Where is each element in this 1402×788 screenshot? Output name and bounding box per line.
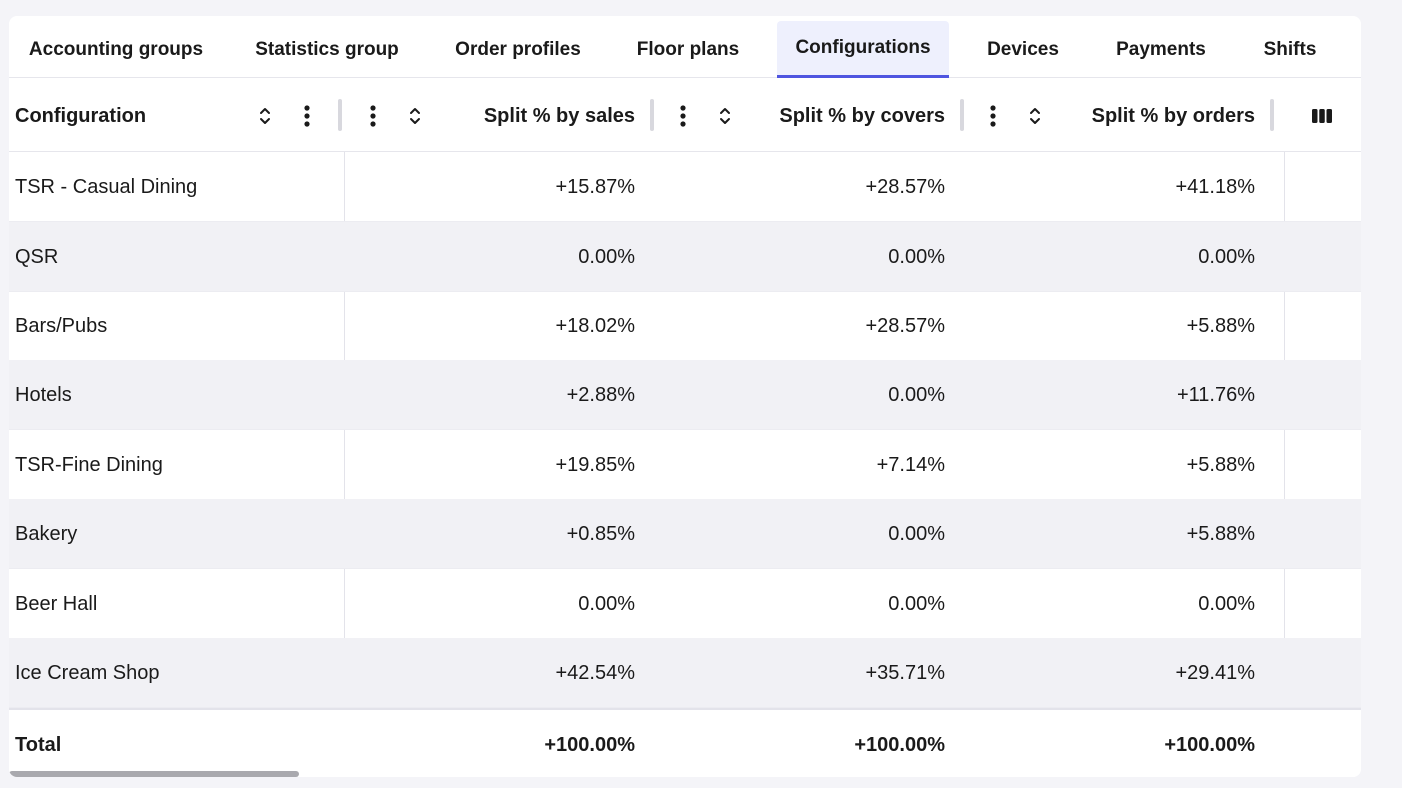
column-header-configuration[interactable]: Configuration [15, 80, 245, 152]
cell-configuration: TSR - Casual Dining [15, 175, 198, 198]
tab-floor-plans[interactable]: Floor plans [621, 21, 755, 78]
total-split-sales: +100.00% [544, 733, 635, 756]
column-header-split-orders[interactable]: Split % by orders [1059, 80, 1255, 152]
sort-arrows-icon[interactable] [401, 102, 429, 130]
total-split-covers: +100.00% [854, 733, 945, 756]
cell-split-covers: 0.00% [888, 522, 945, 545]
cell-split-sales: +2.88% [566, 383, 635, 406]
cell-split-covers: +28.57% [865, 175, 945, 198]
cell-configuration: Beer Hall [15, 592, 98, 615]
cell-configuration: QSR [15, 245, 59, 268]
cell-split-orders: +41.18% [1175, 175, 1255, 198]
tab-accounting-groups[interactable]: Accounting groups [17, 21, 215, 78]
column-header-label: Split % by sales [483, 104, 635, 127]
sort-arrows-icon[interactable] [251, 102, 279, 130]
vertical-dots-icon[interactable] [979, 102, 1007, 130]
table-row[interactable]: Bars/Pubs +18.02% +28.57% +5.88% [9, 291, 1361, 361]
tab-shifts[interactable]: Shifts [1247, 21, 1333, 78]
vertical-dots-icon[interactable] [293, 102, 321, 130]
cell-split-orders: +11.76% [1176, 383, 1255, 406]
tab-bar: Accounting groups Statistics group Order… [9, 16, 1361, 78]
table-total-row: Total +100.00% +100.00% +100.00% [9, 708, 1361, 777]
cell-split-sales: 0.00% [578, 245, 635, 268]
tab-configurations[interactable]: Configurations [777, 21, 949, 78]
sort-arrows-icon[interactable] [1021, 102, 1049, 130]
column-header-label: Split % by orders [1091, 104, 1255, 127]
tab-label: Devices [987, 38, 1059, 60]
cell-split-covers: +7.14% [876, 453, 945, 476]
cell-configuration: TSR-Fine Dining [15, 453, 163, 476]
cell-split-covers: +28.57% [865, 314, 945, 337]
table-row[interactable]: TSR - Casual Dining +15.87% +28.57% +41.… [9, 152, 1361, 222]
cell-configuration: Ice Cream Shop [15, 661, 160, 684]
table-row[interactable]: Ice Cream Shop +42.54% +35.71% +29.41% [9, 638, 1361, 708]
cell-split-sales: +42.54% [555, 661, 635, 684]
vertical-dots-icon[interactable] [669, 102, 697, 130]
tab-label: Payments [1116, 38, 1206, 60]
cell-split-orders: +29.41% [1175, 661, 1255, 684]
tab-label: Order profiles [455, 38, 581, 60]
cell-split-orders: 0.00% [1198, 245, 1255, 268]
column-header-label: Configuration [15, 104, 147, 127]
horizontal-scrollbar[interactable] [9, 771, 299, 777]
cell-split-orders: +5.88% [1186, 453, 1255, 476]
cell-split-sales: +18.02% [555, 314, 635, 337]
columns-icon[interactable] [1308, 102, 1336, 130]
tab-label: Accounting groups [28, 38, 204, 60]
column-resize-handle[interactable] [338, 99, 342, 131]
column-resize-handle[interactable] [1270, 99, 1274, 131]
tab-statistics-group[interactable]: Statistics group [237, 21, 417, 78]
column-header-label: Split % by covers [779, 104, 945, 127]
tab-label: Configurations [795, 37, 931, 58]
table-row[interactable]: TSR-Fine Dining +19.85% +7.14% +5.88% [9, 430, 1361, 500]
cell-split-sales: 0.00% [578, 592, 635, 615]
column-header-split-covers[interactable]: Split % by covers [749, 80, 945, 152]
table-row[interactable]: Beer Hall 0.00% 0.00% 0.00% [9, 569, 1361, 639]
configurations-card: Accounting groups Statistics group Order… [9, 16, 1361, 777]
total-split-orders: +100.00% [1164, 733, 1255, 756]
tab-label: Shifts [1263, 38, 1317, 60]
total-label: Total [15, 733, 62, 756]
column-resize-handle[interactable] [650, 99, 654, 131]
cell-configuration: Bars/Pubs [15, 314, 108, 337]
cell-split-covers: +35.71% [865, 661, 945, 684]
cell-split-orders: +5.88% [1186, 314, 1255, 337]
cell-split-covers: 0.00% [888, 592, 945, 615]
cell-split-sales: +19.85% [555, 453, 635, 476]
tab-devices[interactable]: Devices [971, 21, 1075, 78]
cell-split-sales: +0.85% [566, 522, 635, 545]
column-header-split-sales[interactable]: Split % by sales [439, 80, 635, 152]
sort-arrows-icon[interactable] [711, 102, 739, 130]
table-row[interactable]: Bakery +0.85% 0.00% +5.88% [9, 499, 1361, 569]
cell-split-orders: +5.88% [1186, 522, 1255, 545]
cell-split-orders: 0.00% [1198, 592, 1255, 615]
table-header: Configuration Split % by sales [9, 80, 1361, 152]
cell-split-sales: +15.87% [555, 175, 635, 198]
tab-payments[interactable]: Payments [1101, 21, 1221, 78]
tab-label: Statistics group [255, 38, 399, 60]
vertical-dots-icon[interactable] [359, 102, 387, 130]
cell-split-covers: 0.00% [888, 383, 945, 406]
table-row[interactable]: Hotels +2.88% 0.00% +11.76% [9, 360, 1361, 430]
cell-configuration: Bakery [15, 522, 78, 545]
table-row[interactable]: QSR 0.00% 0.00% 0.00% [9, 222, 1361, 292]
tab-order-profiles[interactable]: Order profiles [437, 21, 599, 78]
tab-label: Floor plans [636, 38, 740, 60]
cell-split-covers: 0.00% [888, 245, 945, 268]
cell-configuration: Hotels [15, 383, 72, 406]
column-resize-handle[interactable] [960, 99, 964, 131]
